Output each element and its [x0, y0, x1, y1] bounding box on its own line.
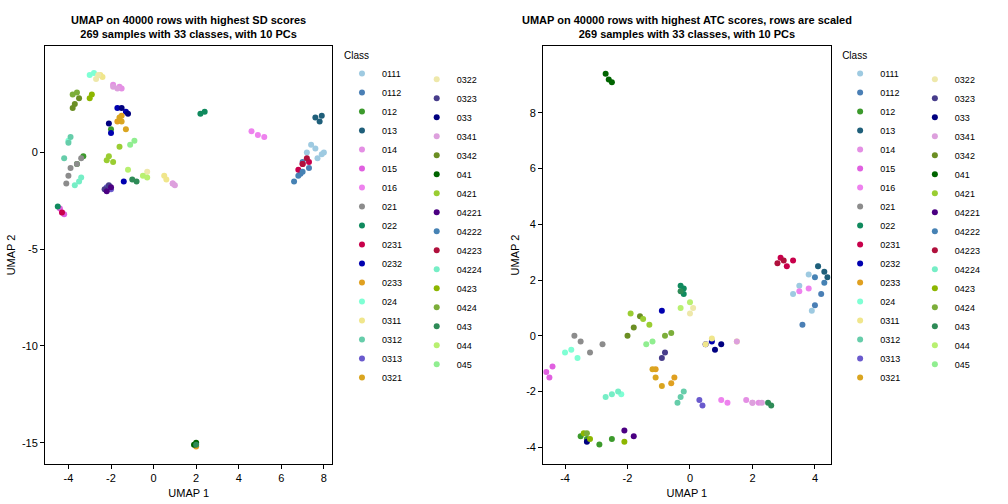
- svg-text:-4: -4: [526, 441, 536, 453]
- svg-text:0231: 0231: [382, 240, 402, 250]
- svg-text:015: 015: [382, 164, 397, 174]
- svg-text:6: 6: [530, 162, 536, 174]
- svg-text:033: 033: [955, 113, 970, 123]
- svg-text:0233: 0233: [880, 278, 900, 288]
- svg-text:0321: 0321: [382, 373, 402, 383]
- svg-text:UMAP 1: UMAP 1: [168, 487, 209, 499]
- svg-text:4: 4: [812, 472, 818, 484]
- svg-text:024: 024: [382, 297, 397, 307]
- svg-text:0233: 0233: [382, 278, 402, 288]
- svg-text:0311: 0311: [880, 316, 899, 326]
- svg-text:-4: -4: [64, 472, 74, 484]
- svg-text:0: 0: [32, 146, 38, 158]
- svg-text:0341: 0341: [955, 132, 975, 142]
- svg-text:-10: -10: [22, 340, 38, 352]
- svg-text:0: 0: [687, 472, 693, 484]
- svg-text:0322: 0322: [955, 75, 975, 85]
- svg-text:013: 013: [382, 126, 397, 136]
- svg-text:045: 045: [457, 360, 472, 370]
- svg-text:012: 012: [382, 107, 397, 117]
- svg-text:UMAP on 40000 rows with highes: UMAP on 40000 rows with highest ATC scor…: [522, 14, 852, 40]
- svg-text:043: 043: [955, 322, 970, 332]
- svg-text:0322: 0322: [457, 75, 477, 85]
- svg-text:0424: 0424: [457, 303, 477, 313]
- svg-text:0232: 0232: [382, 259, 402, 269]
- svg-text:-15: -15: [22, 437, 38, 449]
- svg-text:0111: 0111: [382, 69, 401, 79]
- svg-text:014: 014: [880, 145, 895, 155]
- svg-text:04222: 04222: [955, 227, 980, 237]
- svg-text:4: 4: [236, 472, 242, 484]
- svg-text:UMAP on 40000 rows with highes: UMAP on 40000 rows with highest SD score…: [71, 14, 306, 40]
- svg-text:0342: 0342: [955, 151, 975, 161]
- svg-text:021: 021: [382, 202, 397, 212]
- svg-text:-2: -2: [106, 472, 116, 484]
- svg-text:045: 045: [955, 360, 970, 370]
- svg-text:2: 2: [530, 274, 536, 286]
- svg-text:041: 041: [955, 170, 970, 180]
- svg-text:012: 012: [880, 107, 895, 117]
- svg-text:04223: 04223: [955, 246, 980, 256]
- svg-text:022: 022: [382, 221, 397, 231]
- svg-text:014: 014: [382, 145, 397, 155]
- svg-text:8: 8: [530, 107, 536, 119]
- svg-text:-2: -2: [623, 472, 633, 484]
- svg-text:0313: 0313: [880, 354, 900, 364]
- svg-text:0421: 0421: [457, 189, 477, 199]
- svg-text:04222: 04222: [457, 227, 482, 237]
- svg-text:044: 044: [457, 341, 472, 351]
- svg-text:0313: 0313: [382, 354, 402, 364]
- svg-text:0112: 0112: [382, 88, 401, 98]
- svg-text:021: 021: [880, 202, 895, 212]
- svg-text:0312: 0312: [382, 335, 402, 345]
- svg-text:UMAP 2: UMAP 2: [5, 235, 17, 276]
- svg-text:016: 016: [382, 183, 397, 193]
- svg-text:UMAP 2: UMAP 2: [509, 235, 521, 276]
- svg-text:6: 6: [278, 472, 284, 484]
- svg-text:013: 013: [880, 126, 895, 136]
- svg-text:04221: 04221: [955, 208, 980, 218]
- svg-text:8: 8: [321, 472, 327, 484]
- svg-text:0111: 0111: [880, 69, 899, 79]
- svg-text:041: 041: [457, 170, 472, 180]
- svg-text:0424: 0424: [955, 303, 975, 313]
- svg-text:Class: Class: [842, 50, 867, 61]
- svg-text:2: 2: [193, 472, 199, 484]
- svg-text:0: 0: [151, 472, 157, 484]
- svg-text:033: 033: [457, 113, 472, 123]
- svg-text:016: 016: [880, 183, 895, 193]
- svg-text:015: 015: [880, 164, 895, 174]
- svg-text:043: 043: [457, 322, 472, 332]
- svg-text:UMAP 1: UMAP 1: [666, 487, 707, 499]
- svg-text:04221: 04221: [457, 208, 482, 218]
- svg-text:0323: 0323: [457, 94, 477, 104]
- svg-text:-5: -5: [28, 243, 38, 255]
- svg-text:0112: 0112: [880, 88, 899, 98]
- svg-text:Class: Class: [344, 50, 369, 61]
- svg-text:0423: 0423: [457, 284, 477, 294]
- svg-text:0321: 0321: [880, 373, 900, 383]
- svg-text:04223: 04223: [457, 246, 482, 256]
- svg-text:0311: 0311: [382, 316, 401, 326]
- svg-text:0: 0: [530, 330, 536, 342]
- svg-text:0423: 0423: [955, 284, 975, 294]
- svg-text:044: 044: [955, 341, 970, 351]
- svg-text:024: 024: [880, 297, 895, 307]
- svg-text:0231: 0231: [880, 240, 900, 250]
- svg-text:04224: 04224: [955, 265, 980, 275]
- svg-text:0232: 0232: [880, 259, 900, 269]
- svg-text:04224: 04224: [457, 265, 482, 275]
- svg-text:0323: 0323: [955, 94, 975, 104]
- svg-text:0342: 0342: [457, 151, 477, 161]
- svg-text:0312: 0312: [880, 335, 900, 345]
- svg-text:022: 022: [880, 221, 895, 231]
- svg-text:0421: 0421: [955, 189, 975, 199]
- svg-text:-2: -2: [526, 385, 536, 397]
- svg-text:4: 4: [530, 218, 536, 230]
- svg-text:0341: 0341: [457, 132, 477, 142]
- svg-text:-4: -4: [560, 472, 570, 484]
- svg-text:2: 2: [749, 472, 755, 484]
